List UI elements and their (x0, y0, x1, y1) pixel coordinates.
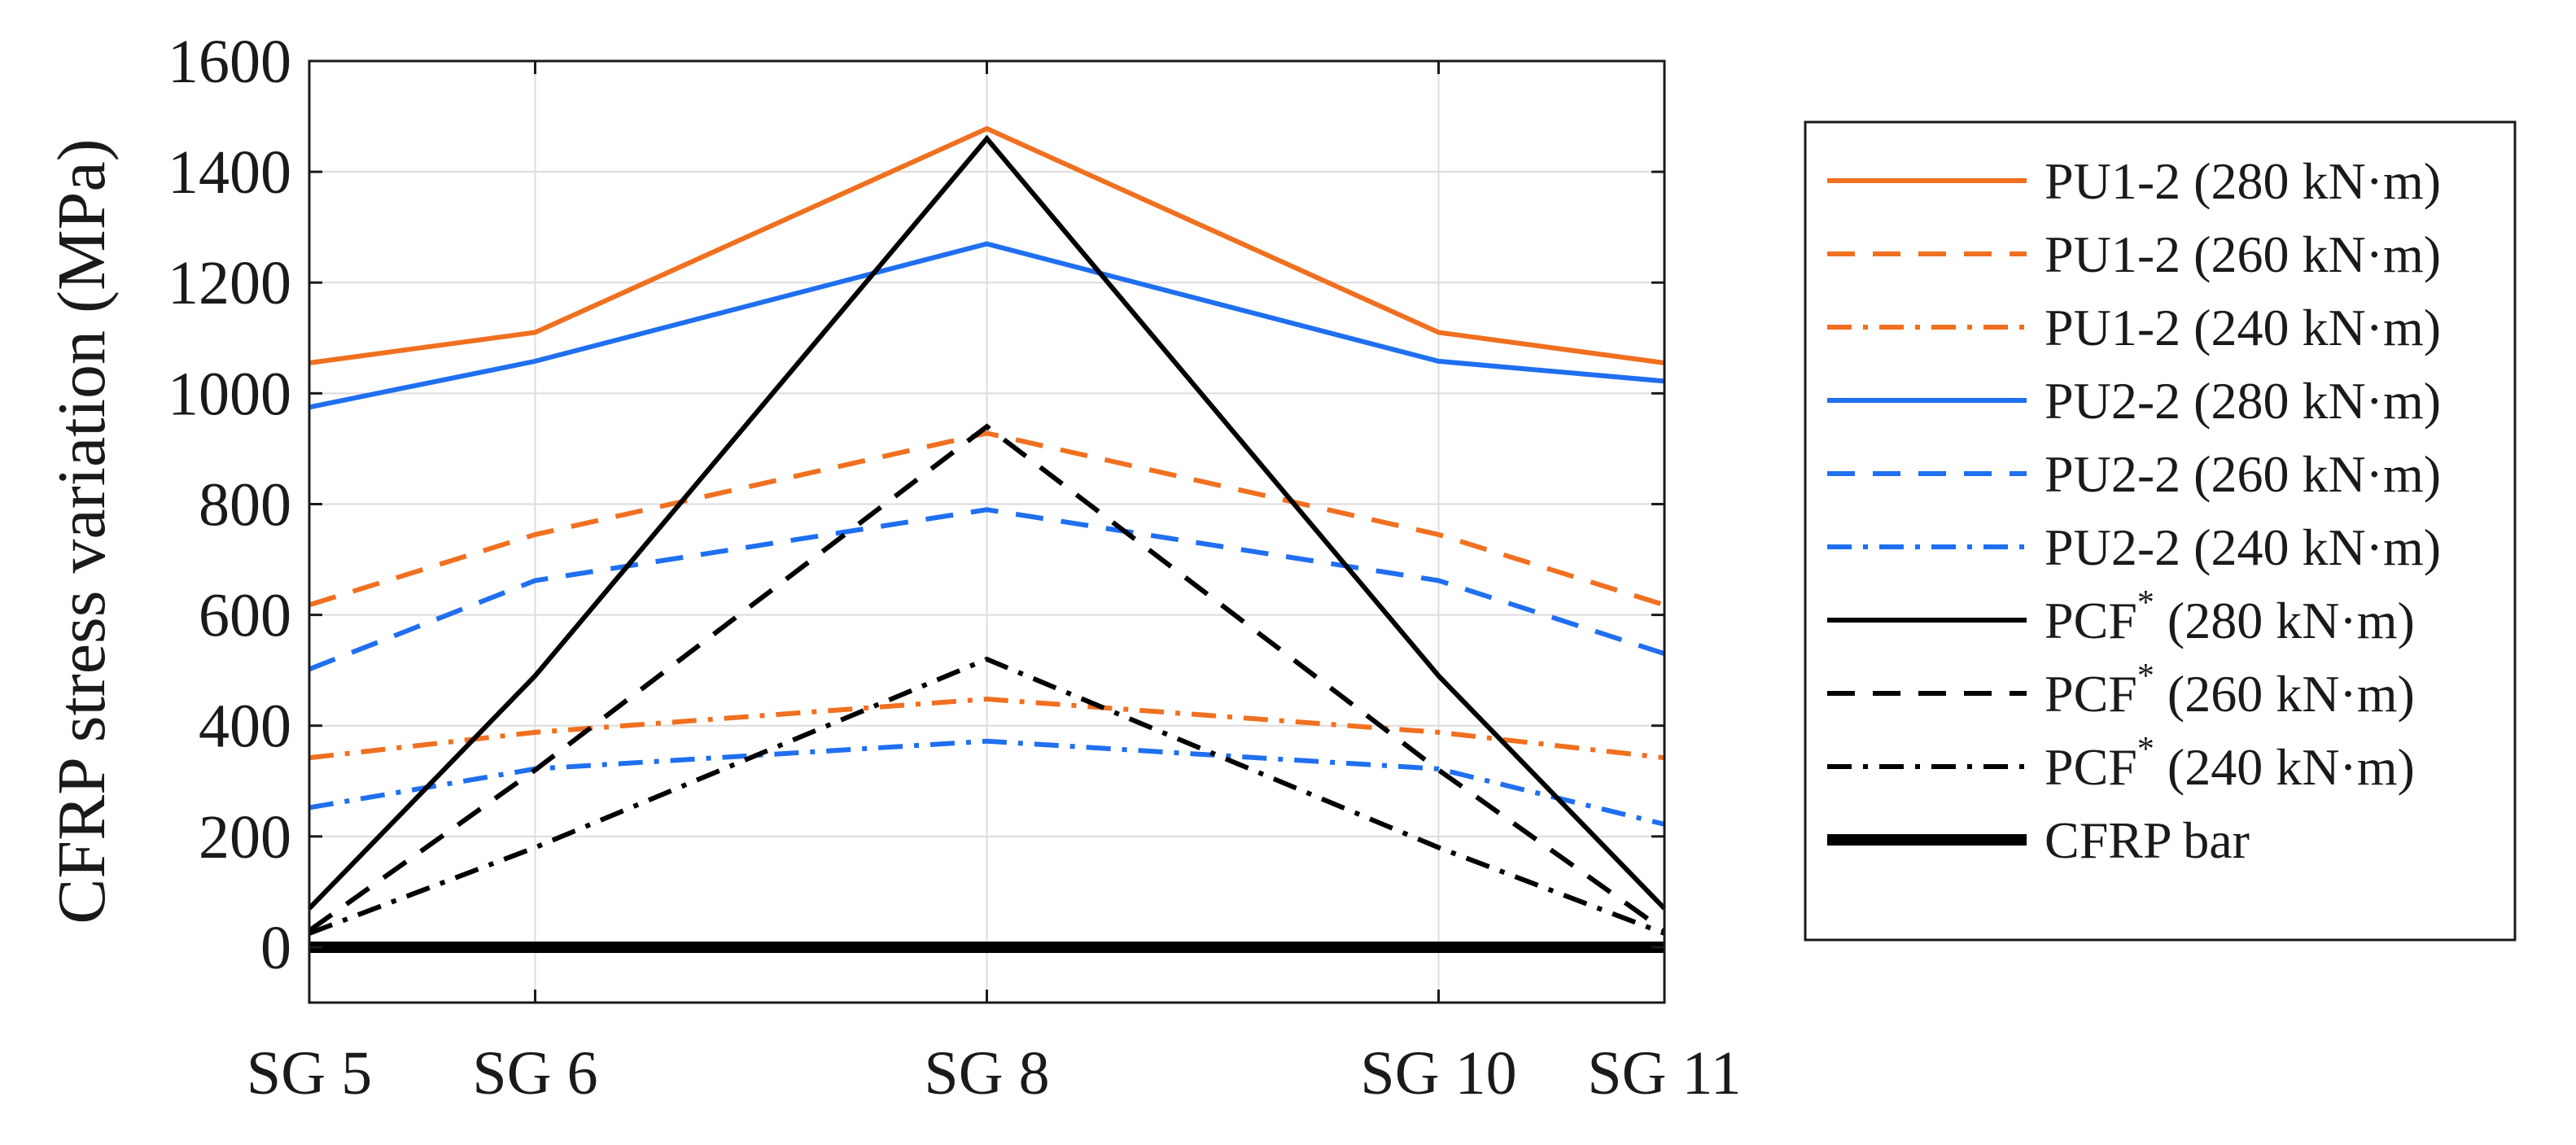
legend-series-name: PU2-2 (2045, 372, 2180, 430)
y-tick-label: 0 (260, 914, 291, 982)
legend-series-name: PCF (2045, 665, 2137, 723)
series-line-2 (308, 430, 1665, 608)
legend-entry-1: PU1-2 (280 kN·m) (2045, 152, 2441, 210)
legend-entry-7: PCF* (280 kN·m) (2045, 584, 2415, 649)
legend-superscript: * (2137, 584, 2154, 622)
legend-entry-4: PU2-2 (280 kN·m) (2045, 372, 2441, 430)
series-line-4 (308, 241, 1665, 410)
series-line-9 (308, 656, 1666, 936)
legend-entry-2: PU1-2 (260 kN·m) (2045, 225, 2441, 283)
x-tick-label: SG 11 (1587, 1039, 1741, 1108)
y-axis-label: CFRP stress variation (MPa) (44, 138, 120, 924)
legend-entry-9: PCF* (240 kN·m) (2045, 731, 2415, 796)
legend: PU1-2 (280 kN·m)PU1-2 (260 kN·m)PU1-2 (2… (1804, 120, 2517, 942)
legend-superscript: * (2137, 731, 2154, 768)
legend-series-condition: (240 kN·m) (2180, 299, 2441, 356)
series-layer (307, 125, 1667, 953)
legend-entry-10: CFRP bar (2045, 811, 2250, 869)
series-line-3 (308, 697, 1665, 761)
legend-entry-6: PU2-2 (240 kN·m) (2045, 518, 2441, 576)
x-tick-label: SG 5 (247, 1039, 372, 1108)
legend-series-condition: (280 kN·m) (2180, 372, 2441, 430)
legend-series-condition: (260 kN·m) (2154, 665, 2415, 723)
legend-series-name: PCF (2045, 592, 2137, 649)
y-tick-label: 1000 (168, 360, 291, 428)
legend-series-name: PU1-2 (2045, 299, 2180, 356)
series-line-8 (308, 423, 1666, 933)
series-line-6 (308, 738, 1665, 827)
x-tick-label: SG 6 (472, 1039, 597, 1108)
y-tick-label: 800 (199, 470, 291, 539)
y-tick-label: 600 (199, 582, 291, 650)
legend-series-condition: (240 kN·m) (2180, 518, 2441, 576)
legend-entry-5: PU2-2 (260 kN·m) (2045, 445, 2441, 503)
y-tick-label: 200 (199, 803, 291, 872)
series-line-5 (308, 507, 1665, 672)
y-tick-label: 1200 (168, 249, 291, 317)
y-tick-label: 1600 (168, 28, 291, 96)
legend-series-condition: (280 kN·m) (2180, 152, 2441, 210)
legend-series-name: PU1-2 (2045, 152, 2180, 210)
grid (308, 60, 1665, 1003)
y-tick-label: 400 (199, 693, 291, 761)
series-line-7 (307, 134, 1667, 911)
legend-entry-8: PCF* (260 kN·m) (2045, 658, 2415, 723)
x-tick-label: SG 8 (924, 1039, 1049, 1108)
legend-box (1804, 120, 2517, 942)
y-tick-label: 1400 (168, 138, 291, 207)
legend-series-name: PCF (2045, 738, 2137, 796)
legend-series-condition: (240 kN·m) (2154, 738, 2415, 796)
legend-series-name: PU2-2 (2045, 445, 2180, 503)
legend-series-name: PU1-2 (2045, 225, 2180, 283)
legend-series-name: CFRP bar (2045, 811, 2250, 869)
legend-series-condition: (260 kN·m) (2180, 225, 2441, 283)
legend-entry-3: PU1-2 (240 kN·m) (2045, 299, 2441, 356)
x-axis: SG 5 SG 6 SG 8 SG 10 SG 11 (247, 61, 1742, 1108)
legend-series-condition: (260 kN·m) (2180, 445, 2441, 503)
legend-superscript: * (2137, 658, 2154, 695)
y-axis: 0 200 400 600 800 1000 1200 1400 1600 (168, 28, 1664, 982)
x-tick-label: SG 10 (1360, 1039, 1516, 1108)
series-line-1 (308, 125, 1665, 365)
legend-series-name: PU2-2 (2045, 518, 2180, 576)
legend-series-condition: (280 kN·m) (2154, 592, 2415, 649)
